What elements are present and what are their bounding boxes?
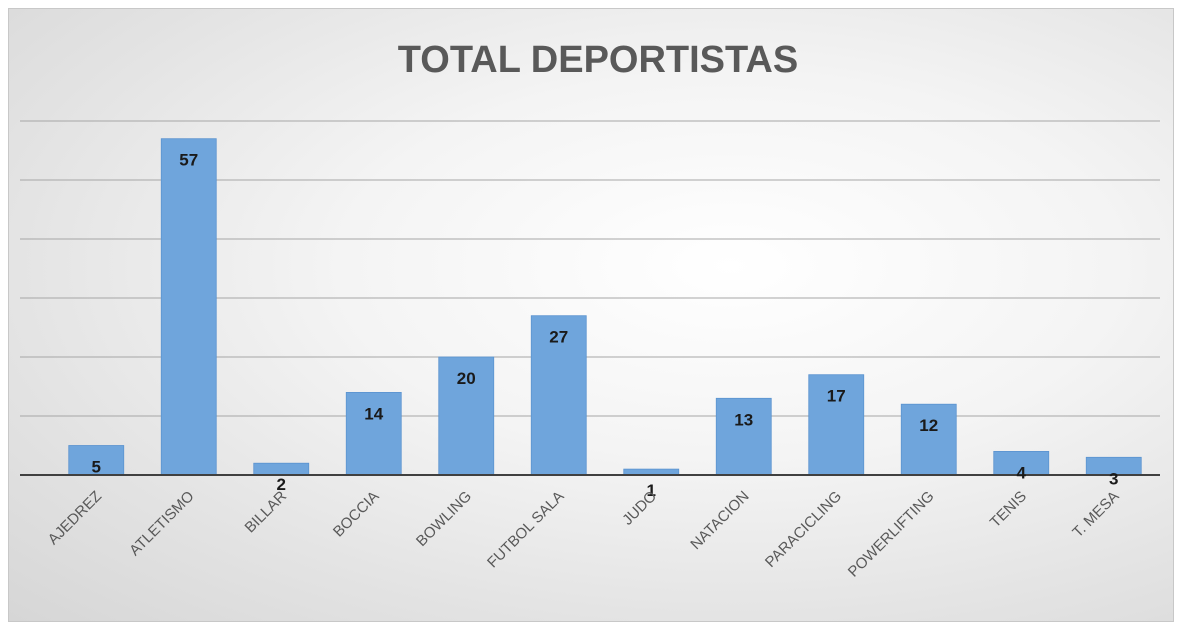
x-tick-label: T. MESA <box>1069 488 1122 541</box>
data-label: 12 <box>919 416 938 435</box>
data-label: 4 <box>1017 463 1027 482</box>
data-label: 20 <box>457 369 476 388</box>
data-label: 3 <box>1109 469 1118 488</box>
data-label: 27 <box>549 328 568 347</box>
x-tick-label: PARACICLING <box>762 488 845 571</box>
bar-billar <box>253 462 310 476</box>
x-tick-label: AJEDREZ <box>45 488 105 548</box>
bar-boccia <box>345 391 402 476</box>
x-tick-labels: AJEDREZ ATLETISMO BILLAR BOCCIA BOWLING FUTBO… <box>45 488 1123 581</box>
bars <box>68 138 1142 476</box>
data-label: 2 <box>277 475 286 494</box>
x-tick-label: ATLETISMO <box>126 488 197 559</box>
data-label: 13 <box>734 410 753 429</box>
x-tick-label: JUDO <box>619 488 660 529</box>
x-tick-label: TENIS <box>987 488 1030 531</box>
bar-futbol-sala <box>530 315 587 476</box>
x-tick-label: NATACION <box>687 488 752 553</box>
data-labels: 5 57 2 14 20 27 1 13 17 12 4 3 <box>92 151 1119 500</box>
chart-title: TOTAL DEPORTISTAS <box>398 39 798 81</box>
data-label: 57 <box>179 151 198 170</box>
data-label: 5 <box>92 458 101 477</box>
bar-bowling <box>438 356 495 476</box>
x-tick-label: POWERLIFTING <box>845 488 938 581</box>
bar-atletismo <box>160 138 217 476</box>
x-tick-label: BOCCIA <box>330 488 383 541</box>
bar-powerlifting <box>900 403 957 476</box>
x-tick-label: BOWLING <box>413 488 475 550</box>
data-label: 17 <box>827 387 846 406</box>
data-label: 1 <box>647 481 656 500</box>
bar-ajedrez <box>68 445 125 476</box>
x-tick-label: BILLAR <box>241 488 290 537</box>
data-label: 14 <box>364 404 383 423</box>
x-tick-label: FUTBOL SALA <box>484 488 568 572</box>
